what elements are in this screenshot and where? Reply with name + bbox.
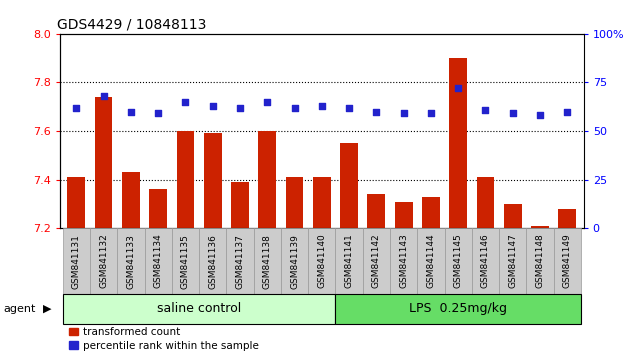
Point	[98, 93, 109, 99]
Point	[208, 103, 218, 108]
Bar	[199, 228, 227, 294]
Point	[399, 110, 409, 116]
Bar	[227, 228, 254, 294]
Bar	[472, 228, 499, 294]
Text: GSM841134: GSM841134	[153, 234, 163, 289]
Bar	[367, 194, 386, 228]
Point	[71, 105, 81, 110]
Point	[317, 103, 327, 108]
Bar	[336, 228, 363, 294]
Text: GSM841131: GSM841131	[72, 234, 81, 289]
Point	[562, 109, 572, 114]
Bar	[504, 204, 522, 228]
Text: saline control: saline control	[157, 302, 241, 315]
Text: GSM841148: GSM841148	[536, 234, 545, 289]
Bar	[445, 228, 472, 294]
Text: GSM841132: GSM841132	[99, 234, 108, 289]
Bar	[231, 182, 249, 228]
Point	[535, 113, 545, 118]
Bar	[340, 143, 358, 228]
Point	[426, 110, 436, 116]
Bar	[254, 228, 281, 294]
Bar	[336, 294, 581, 324]
Bar	[308, 228, 336, 294]
Point	[453, 85, 463, 91]
Point	[126, 109, 136, 114]
Bar	[531, 226, 549, 228]
Text: GSM841146: GSM841146	[481, 234, 490, 289]
Text: GSM841133: GSM841133	[126, 234, 136, 289]
Bar	[150, 189, 167, 228]
Point	[344, 105, 354, 110]
Text: GSM841140: GSM841140	[317, 234, 326, 289]
Bar	[499, 228, 526, 294]
Text: GSM841135: GSM841135	[181, 234, 190, 289]
Text: GSM841143: GSM841143	[399, 234, 408, 289]
Text: ▶: ▶	[43, 304, 51, 314]
Bar	[117, 228, 144, 294]
Bar	[526, 228, 553, 294]
Bar	[395, 201, 413, 228]
Point	[371, 109, 381, 114]
Bar	[90, 228, 117, 294]
Text: GSM841137: GSM841137	[235, 234, 244, 289]
Point	[262, 99, 273, 104]
Bar	[144, 228, 172, 294]
Text: GSM841138: GSM841138	[262, 234, 272, 289]
Bar	[476, 177, 494, 228]
Text: LPS  0.25mg/kg: LPS 0.25mg/kg	[409, 302, 507, 315]
Text: GSM841144: GSM841144	[427, 234, 435, 289]
Bar	[422, 197, 440, 228]
Bar	[558, 209, 576, 228]
Bar	[390, 228, 417, 294]
Point	[153, 110, 163, 116]
Point	[290, 105, 300, 110]
Bar	[449, 58, 467, 228]
Text: GSM841142: GSM841142	[372, 234, 381, 289]
Text: GSM841147: GSM841147	[508, 234, 517, 289]
Bar	[204, 133, 221, 228]
Text: GSM841139: GSM841139	[290, 234, 299, 289]
Text: GSM841136: GSM841136	[208, 234, 217, 289]
Bar	[62, 228, 90, 294]
Bar	[68, 177, 85, 228]
Bar	[258, 131, 276, 228]
Point	[235, 105, 245, 110]
Text: GSM841145: GSM841145	[454, 234, 463, 289]
Text: GSM841149: GSM841149	[563, 234, 572, 289]
Bar	[281, 228, 308, 294]
Point	[480, 107, 490, 112]
Bar	[363, 228, 390, 294]
Bar	[313, 177, 331, 228]
Bar	[286, 177, 304, 228]
Bar	[95, 97, 112, 228]
Point	[508, 110, 518, 116]
Point	[180, 99, 191, 104]
Legend: transformed count, percentile rank within the sample: transformed count, percentile rank withi…	[65, 323, 263, 354]
Text: agent: agent	[3, 304, 35, 314]
Bar	[122, 172, 139, 228]
Text: GDS4429 / 10848113: GDS4429 / 10848113	[57, 17, 207, 31]
Bar	[417, 228, 445, 294]
Bar	[553, 228, 581, 294]
Text: GSM841141: GSM841141	[345, 234, 353, 289]
Bar	[177, 131, 194, 228]
Bar	[172, 228, 199, 294]
Bar	[62, 294, 336, 324]
